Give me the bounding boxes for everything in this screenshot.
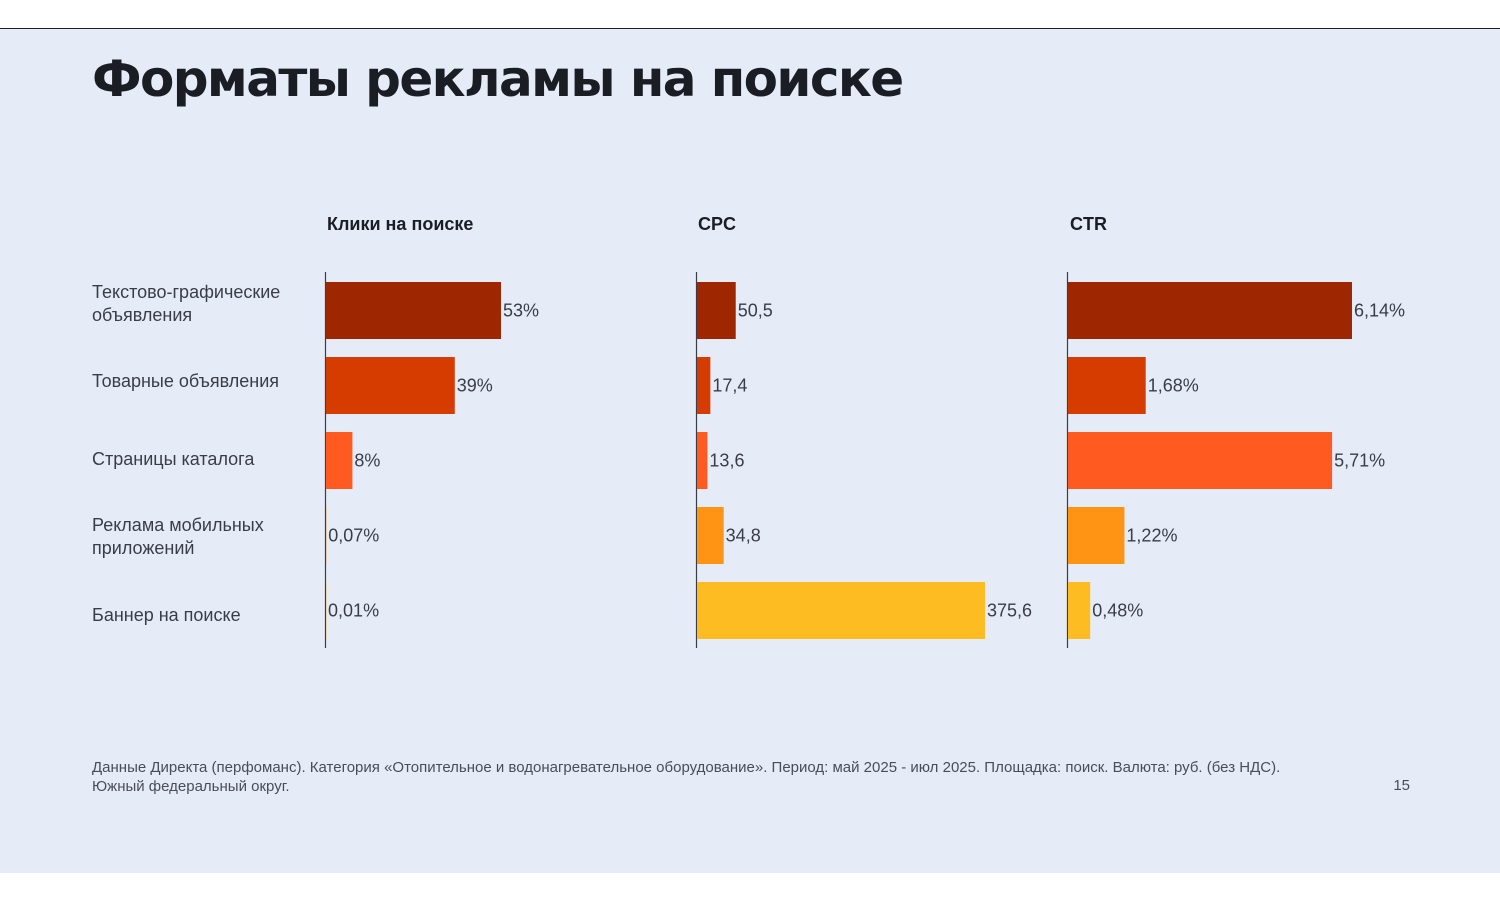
value-label-cpc-4: 375,6 <box>987 601 1032 621</box>
category-label-text-graphic: Текстово-графические объявления <box>92 282 281 325</box>
value-label-clicks-4: 0,01% <box>328 601 379 621</box>
panel-title-cpc: CPC <box>698 214 737 234</box>
value-label-ctr-2: 5,71% <box>1334 451 1385 471</box>
category-label-catalog-pages: Страницы каталога <box>92 449 255 469</box>
bar-clicks-1 <box>326 357 455 414</box>
bar-ctr-4 <box>1068 582 1091 639</box>
bar-ctr-0 <box>1068 282 1352 339</box>
page-number: 15 <box>1393 777 1410 794</box>
category-label-search-banner: Баннер на поиске <box>92 605 241 625</box>
bottom-strip <box>0 873 1500 900</box>
value-label-ctr-0: 6,14% <box>1354 301 1405 321</box>
bar-clicks-0 <box>326 282 501 339</box>
value-label-clicks-2: 8% <box>354 451 380 471</box>
footnote: Данные Директа (перфоманс). Категория «О… <box>92 759 1281 795</box>
bar-cpc-0 <box>697 282 736 339</box>
value-label-clicks-3: 0,07% <box>328 526 379 546</box>
value-label-ctr-3: 1,22% <box>1126 526 1177 546</box>
bar-ctr-2 <box>1068 432 1333 489</box>
value-label-ctr-1: 1,68% <box>1148 376 1199 396</box>
bar-cpc-1 <box>697 357 711 414</box>
bar-ctr-3 <box>1068 507 1125 564</box>
value-label-ctr-4: 0,48% <box>1092 601 1143 621</box>
slide-title: Форматы рекламы на поиске <box>92 50 904 108</box>
bar-cpc-4 <box>697 582 985 639</box>
value-label-clicks-0: 53% <box>503 301 539 321</box>
bar-cpc-2 <box>697 432 708 489</box>
category-label-product-ads: Товарные объявления <box>92 371 279 391</box>
value-label-cpc-2: 13,6 <box>709 451 744 471</box>
bar-clicks-2 <box>326 432 353 489</box>
bar-cpc-3 <box>697 507 724 564</box>
panel-title-ctr: CTR <box>1070 214 1107 234</box>
value-label-cpc-3: 34,8 <box>726 526 761 546</box>
top-divider <box>0 28 1500 29</box>
panel-title-clicks: Клики на поиске <box>327 214 474 234</box>
value-label-cpc-0: 50,5 <box>738 301 773 321</box>
bar-ctr-1 <box>1068 357 1146 414</box>
value-label-clicks-1: 39% <box>457 376 493 396</box>
value-label-cpc-1: 17,4 <box>712 376 747 396</box>
category-label-mobile-apps: Реклама мобильных приложений <box>92 515 264 558</box>
